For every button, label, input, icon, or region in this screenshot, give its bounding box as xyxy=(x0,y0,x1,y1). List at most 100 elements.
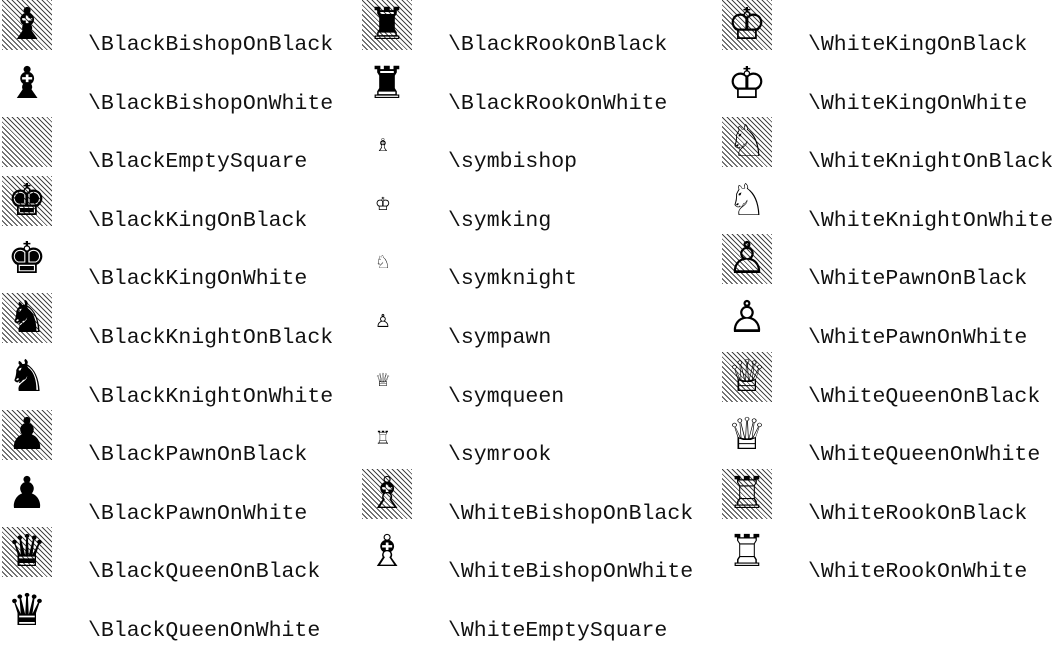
command: \WhitePawnOnBlack xyxy=(808,267,1028,292)
entry: ♚ \BlackKingOnWhite xyxy=(0,234,350,293)
icon: ♕ xyxy=(727,409,767,461)
command: \BlackPawnOnBlack xyxy=(88,443,308,468)
command: \BlackQueenOnWhite xyxy=(88,618,321,643)
entry: ♘ \symknight xyxy=(360,234,710,293)
icon xyxy=(362,586,412,636)
entry: ♔ \symking xyxy=(360,176,710,235)
icon: ♗ xyxy=(374,135,392,157)
icon: ♙ xyxy=(727,291,767,343)
entry: ♖ \symrook xyxy=(360,410,710,469)
command: \symqueen xyxy=(448,384,565,409)
icon: ♙ xyxy=(374,310,392,332)
entry: ♖ \WhiteRookOnBlack xyxy=(720,468,1058,528)
entry: ♗ \WhiteBishopOnWhite xyxy=(360,527,710,586)
command: \WhiteKingOnWhite xyxy=(808,91,1028,116)
icon: ♗ xyxy=(362,468,412,519)
command: \BlackEmptySquare xyxy=(88,150,308,175)
command: \BlackBishopOnWhite xyxy=(88,91,334,116)
entry: ♖ \WhiteRookOnWhite xyxy=(720,527,1058,586)
icon: ♟ xyxy=(2,410,52,461)
icon: ♝ xyxy=(2,0,52,50)
entry: ♔ \WhiteKingOnWhite xyxy=(720,57,1058,118)
command: \WhiteQueenOnWhite xyxy=(808,443,1041,468)
icon: ♚ xyxy=(2,175,52,226)
entry: ♕ \symqueen xyxy=(360,352,710,411)
icon: ♔ xyxy=(374,193,392,215)
entry: ♚ \BlackKingOnBlack xyxy=(0,175,350,235)
entry: \BlackEmptySquare xyxy=(0,117,350,176)
entry: ♟ \BlackPawnOnWhite xyxy=(0,467,350,528)
entry: ♗ \WhiteBishopOnBlack xyxy=(360,468,710,528)
command: \symknight xyxy=(448,267,578,292)
entry: ♔ \WhiteKingOnBlack xyxy=(720,0,1058,59)
command: \WhiteQueenOnBlack xyxy=(808,384,1041,409)
command: \WhiteBishopOnWhite xyxy=(448,560,694,585)
entry: \WhiteEmptySquare xyxy=(360,586,710,645)
command: \BlackRookOnWhite xyxy=(448,91,668,116)
command: \BlackKingOnWhite xyxy=(88,267,308,292)
command: \sympawn xyxy=(448,325,552,350)
entry: ♙ \sympawn xyxy=(360,293,710,352)
command: \symking xyxy=(448,208,552,233)
entry: ♝ \BlackBishopOnBlack xyxy=(0,0,350,59)
icon: ♚ xyxy=(7,233,47,285)
command: \symbishop xyxy=(448,150,578,175)
entry: ♛ \BlackQueenOnBlack xyxy=(0,527,350,586)
icon: ♖ xyxy=(727,526,767,578)
command: \BlackQueenOnBlack xyxy=(88,560,321,585)
icon: ♘ xyxy=(727,174,767,226)
command: \WhiteBishopOnBlack xyxy=(448,501,694,526)
icon: ♔ xyxy=(722,0,772,50)
icon: ♛ xyxy=(7,584,47,636)
icon: ♞ xyxy=(7,350,47,402)
command: \symrook xyxy=(448,443,552,468)
icon: ♝ xyxy=(7,57,47,109)
entry: ♗ \symbishop xyxy=(360,117,710,176)
command: \WhiteRookOnWhite xyxy=(808,560,1028,585)
icon: ♖ xyxy=(374,428,392,450)
column: ♝ \BlackBishopOnBlack ♝ \BlackBishopOnWhit… xyxy=(0,0,350,645)
icon: ♟ xyxy=(7,467,47,519)
entry: ♙ \WhitePawnOnWhite xyxy=(720,291,1058,352)
icon: ♕ xyxy=(374,369,392,391)
entry: ♕ \WhiteQueenOnBlack xyxy=(720,351,1058,411)
command: \BlackKnightOnBlack xyxy=(88,325,334,350)
entry: ♞ \BlackKnightOnWhite xyxy=(0,350,350,411)
icon: ♗ xyxy=(367,526,407,578)
icon: ♛ xyxy=(2,527,52,578)
icon: ♔ xyxy=(727,57,767,109)
icon: ♙ xyxy=(722,234,772,285)
entry: ♞ \BlackKnightOnBlack xyxy=(0,292,350,352)
command: \BlackBishopOnBlack xyxy=(88,33,334,57)
entry: ♙ \WhitePawnOnBlack xyxy=(720,234,1058,293)
command: \WhiteEmptySquare xyxy=(448,618,668,643)
icon: ♖ xyxy=(722,468,772,519)
command: \WhiteRookOnBlack xyxy=(808,501,1028,526)
icon xyxy=(2,117,52,168)
icon: ♜ xyxy=(362,0,412,50)
entry: ♕ \WhiteQueenOnWhite xyxy=(720,410,1058,469)
command: \WhiteKnightOnWhite xyxy=(808,208,1054,233)
entry: ♝ \BlackBishopOnWhite xyxy=(0,57,350,118)
command: \BlackKingOnBlack xyxy=(88,208,308,233)
column: ♔ \WhiteKingOnBlack ♔ \WhiteKingOnWhite ♘ \… xyxy=(720,0,1058,586)
column: ♜ \BlackRookOnBlack ♜ \BlackRookOnWhite ♗ \… xyxy=(360,0,710,645)
icon: ♜ xyxy=(367,57,407,109)
command: \BlackPawnOnWhite xyxy=(88,501,308,526)
command: \WhitePawnOnWhite xyxy=(808,325,1028,350)
command: \BlackRookOnBlack xyxy=(448,33,668,57)
entry: ♛ \BlackQueenOnWhite xyxy=(0,584,350,645)
entry: ♟ \BlackPawnOnBlack xyxy=(0,410,350,469)
command: \WhiteKnightOnBlack xyxy=(808,150,1054,175)
entry: ♜ \BlackRookOnBlack xyxy=(360,0,710,59)
command: \WhiteKingOnBlack xyxy=(808,33,1028,57)
icon: ♞ xyxy=(2,292,52,343)
icon: ♘ xyxy=(374,252,392,274)
entry: ♜ \BlackRookOnWhite xyxy=(360,57,710,118)
icon: ♘ xyxy=(722,117,772,168)
entry: ♘ \WhiteKnightOnWhite xyxy=(720,174,1058,235)
icon: ♕ xyxy=(722,351,772,402)
command: \BlackKnightOnWhite xyxy=(88,384,334,409)
entry: ♘ \WhiteKnightOnBlack xyxy=(720,117,1058,176)
